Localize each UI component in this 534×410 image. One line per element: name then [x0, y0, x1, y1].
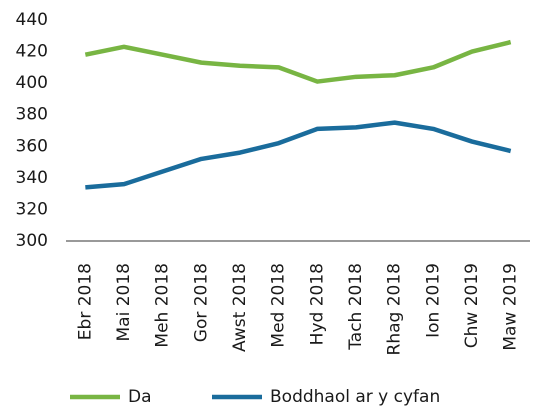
legend-label: Boddhaol ar y cyfan — [270, 387, 440, 407]
series-line — [85, 120, 512, 190]
x-tick-label: Meh 2018 — [153, 263, 173, 348]
y-tick-label: 300 — [16, 231, 48, 251]
y-tick-label: 320 — [16, 199, 48, 219]
y-tick-label: 440 — [16, 10, 48, 30]
x-tick-label: Tach 2018 — [346, 263, 366, 351]
x-tick-label: Hyd 2018 — [307, 263, 327, 345]
y-tick-label: 340 — [16, 168, 48, 188]
y-tick-label: 420 — [16, 42, 48, 62]
x-tick-label: Awst 2018 — [230, 263, 250, 352]
x-tick-label: Ebr 2018 — [75, 263, 95, 340]
x-tick-label: Rhag 2018 — [385, 263, 405, 355]
x-tick-label: Mai 2018 — [114, 263, 134, 341]
legend-label: Da — [128, 387, 152, 407]
x-tick-label: Gor 2018 — [191, 263, 211, 342]
x-tick-label: Maw 2019 — [501, 263, 521, 351]
x-tick-label: Ion 2019 — [423, 263, 443, 338]
x-tick-label: Med 2018 — [269, 263, 289, 348]
x-tick-label: Chw 2019 — [462, 263, 482, 348]
series-line — [84, 39, 512, 84]
y-tick-label: 380 — [16, 105, 48, 125]
y-tick-label: 400 — [16, 73, 48, 93]
y-tick-label: 360 — [16, 136, 48, 156]
